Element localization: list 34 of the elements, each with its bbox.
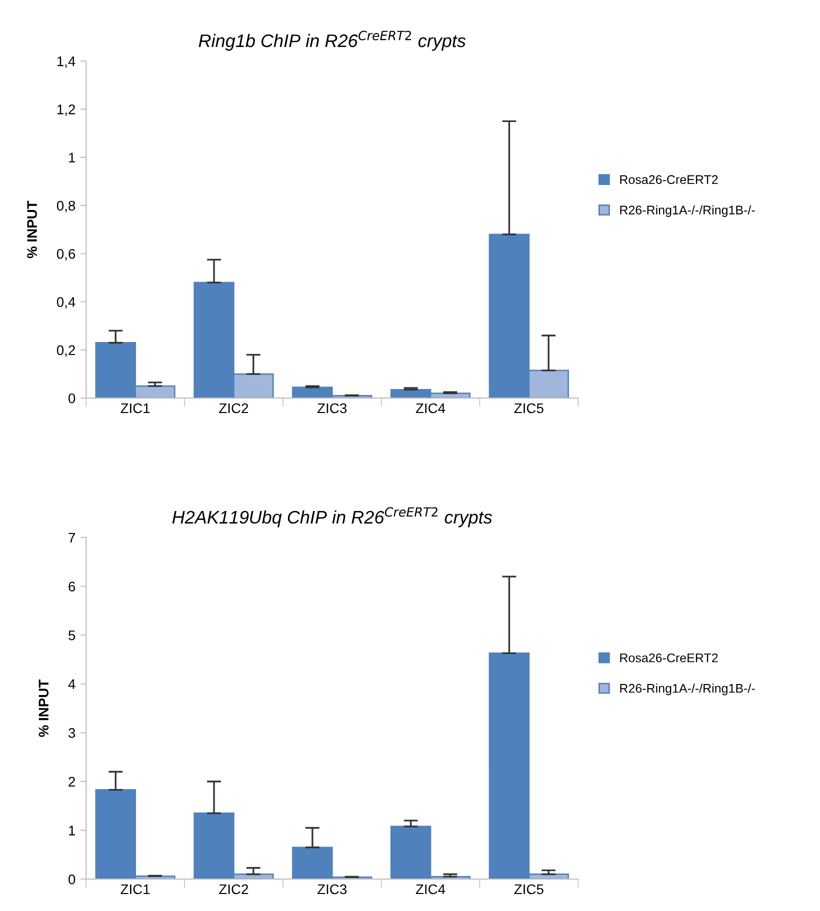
y-tick-label: 7 — [68, 532, 75, 543]
y-tick-label: 0 — [68, 393, 76, 404]
y-tick-label: 0,4 — [56, 297, 76, 309]
y-axis-title: % INPUT — [38, 680, 49, 737]
y-tick-label: 1 — [69, 826, 76, 836]
y-tick-label: 1,4 — [57, 56, 76, 68]
x-tick-label: ZIC2 — [219, 403, 248, 414]
y-tick-label: 0 — [68, 874, 76, 884]
x-tick-label: ZIC5 — [514, 884, 544, 894]
y-tick-label: 2 — [68, 776, 75, 787]
y-tick-label: 3 — [68, 728, 76, 738]
legend-label: R26-Ring1A-/-/Ring1B-/- — [620, 205, 755, 217]
y-tick-label: 0,8 — [56, 200, 76, 212]
y-tick-label: 6 — [68, 582, 76, 592]
x-tick-label: ZIC2 — [219, 884, 248, 894]
x-tick-label: ZIC4 — [416, 403, 446, 414]
x-tick-label: ZIC4 — [416, 884, 446, 894]
y-axis-title: % INPUT — [27, 200, 37, 258]
x-tick-label: ZIC1 — [120, 403, 150, 414]
x-tick-label: ZIC3 — [317, 884, 347, 894]
chart-title: H2AK119Ubq ChIP in R26$^{CreERT2}$ crypts — [172, 507, 492, 528]
x-tick-label: ZIC3 — [317, 403, 347, 414]
y-tick-label: 0,6 — [56, 248, 76, 260]
chart-title: Ring1b ChIP in R26$^{CreERT2}$ crypts — [198, 30, 466, 51]
legend-label: Rosa26-CreERT2 — [620, 175, 718, 184]
y-tick-label: 1,2 — [57, 104, 75, 116]
legend-label: Rosa26-CreERT2 — [620, 653, 718, 662]
legend-label: R26-Ring1A-/-/Ring1B-/- — [620, 684, 755, 696]
y-tick-label: 5 — [68, 630, 76, 640]
x-tick-label: ZIC5 — [514, 403, 544, 414]
y-tick-label: 0,2 — [56, 345, 75, 357]
y-tick-label: 4 — [68, 679, 76, 689]
x-tick-label: ZIC1 — [120, 884, 150, 894]
y-tick-label: 1 — [69, 152, 76, 162]
